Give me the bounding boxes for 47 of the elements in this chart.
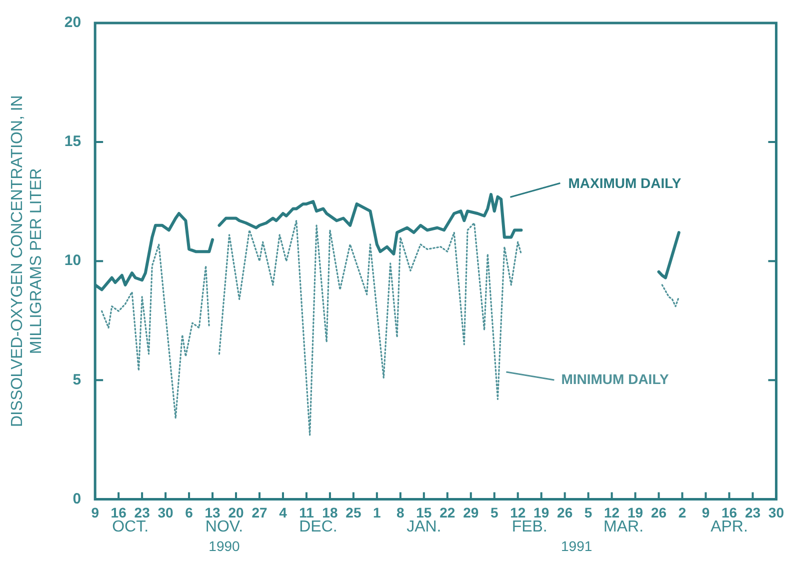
text: FEB. (512, 518, 548, 536)
x-tick-label: 26 (650, 504, 667, 520)
y-tick-label: 20 (64, 14, 82, 32)
x-tick-label: 18 (322, 504, 338, 520)
text: APR. (710, 518, 748, 536)
text: 1991 (560, 538, 592, 554)
x-tick-label: 5 (490, 504, 498, 520)
x-tick-label: 9 (91, 504, 100, 520)
y-tick-label: 10 (64, 252, 82, 270)
x-tick-label: 12 (510, 504, 526, 520)
text: OCT. (112, 518, 149, 536)
x-tick-label: 20 (228, 504, 244, 520)
x-tick-label: 19 (534, 504, 550, 520)
x-tick-label: 16 (721, 504, 738, 520)
text: JAN. (406, 518, 442, 536)
x-tick-label: 2 (678, 504, 686, 520)
x-tick-label: 8 (396, 504, 405, 520)
x-tick-label: 11 (299, 504, 314, 520)
x-tick-label: 16 (110, 504, 127, 520)
x-tick-label: 25 (346, 504, 362, 520)
x-tick-label: 29 (463, 504, 479, 520)
legend-label: MAXIMUM DAILY (568, 175, 682, 192)
x-tick-label: 19 (628, 504, 644, 520)
x-tick-label: 22 (440, 504, 456, 520)
x-tick-label: 13 (204, 504, 221, 520)
x-tick-label: 30 (158, 504, 174, 520)
y-tick-label: 5 (72, 371, 82, 388)
x-tick-label: 15 (416, 504, 432, 520)
x-tick-label: 4 (279, 504, 288, 520)
x-tick-label: 23 (744, 504, 761, 520)
x-tick-label: 30 (768, 504, 784, 520)
y-axis-title: DISSOLVED-OXYGEN CONCENTRATION, IN MILLIGRAMS PER LITER (9, 95, 46, 428)
legend-label: MINIMUM DAILY (561, 370, 670, 387)
x-tick-label: 12 (604, 504, 620, 520)
text: MAR. (604, 518, 644, 536)
x-tick-label: 27 (252, 504, 268, 520)
text: DEC. (299, 518, 338, 536)
y-tick-label: 15 (64, 133, 82, 150)
x-tick-label: 26 (557, 504, 573, 520)
x-tick-label: 5 (584, 504, 592, 520)
x-tick-label: 1 (373, 504, 382, 520)
x-tick-label: 9 (702, 504, 710, 520)
y-tick-label: 0 (72, 490, 82, 508)
text: 1990 (208, 538, 240, 554)
x-tick-label: 6 (185, 504, 194, 520)
x-tick-label: 23 (134, 504, 150, 520)
text: NOV. (205, 518, 244, 536)
